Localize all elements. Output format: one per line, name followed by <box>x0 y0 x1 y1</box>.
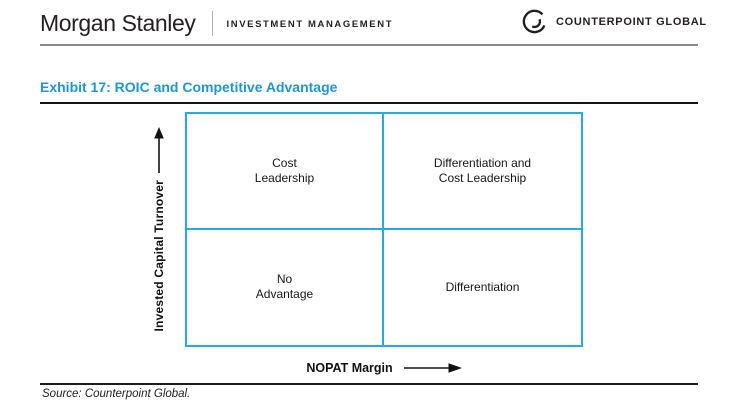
exhibit-title-rule <box>40 102 698 104</box>
division-label: INVESTMENT MANAGEMENT <box>226 19 394 30</box>
arrow-up-icon <box>154 127 164 174</box>
quadrant-label: Differentiation <box>445 279 520 294</box>
footer-rule <box>40 383 698 385</box>
x-axis: NOPAT Margin <box>185 361 583 375</box>
counterpoint-global-c-icon <box>522 9 546 33</box>
y-axis-label: Invested Capital Turnover <box>152 180 166 332</box>
brand-wordmark: Morgan Stanley <box>40 9 196 36</box>
morgan-stanley-logo: Morgan Stanley INVESTMENT MANAGEMENT <box>40 8 393 38</box>
y-axis: Invested Capital Turnover <box>138 112 180 347</box>
quadrant-differentiation-and-cost-leadership: Differentiation and Cost Leadership <box>384 114 581 230</box>
x-axis-label: NOPAT Margin <box>306 361 393 375</box>
partner-wordmark: COUNTERPOINT GLOBAL <box>556 15 707 28</box>
quadrant-cost-leadership: Cost Leadership <box>187 114 384 230</box>
arrow-right-icon <box>403 363 462 373</box>
source-note: Source: Counterpoint Global. <box>42 388 191 400</box>
quadrant-label: No Advantage <box>255 272 314 302</box>
quadrant-no-advantage: No Advantage <box>187 229 384 345</box>
competitive-advantage-matrix: Cost Leadership Differentiation and Cost… <box>185 112 583 347</box>
exhibit-title: Exhibit 17: ROIC and Competitive Advanta… <box>40 79 338 95</box>
quadrant-label: Differentiation and Cost Leadership <box>433 155 532 185</box>
quadrant-label: Cost Leadership <box>254 155 315 185</box>
brand-divider <box>211 10 213 36</box>
header-rule <box>40 44 698 46</box>
counterpoint-global-logo: COUNTERPOINT GLOBAL <box>521 7 707 35</box>
quadrant-differentiation: Differentiation <box>384 230 581 346</box>
